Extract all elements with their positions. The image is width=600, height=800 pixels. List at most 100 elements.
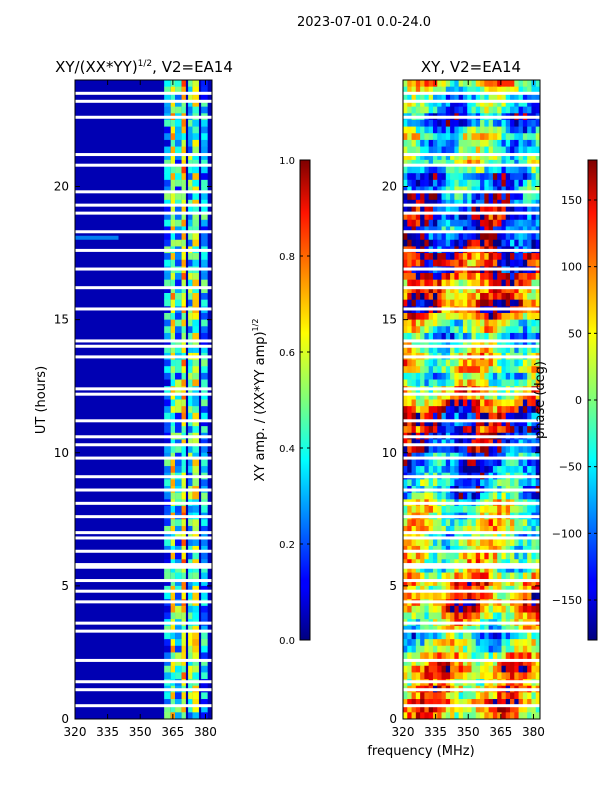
amplitude-cell: [188, 273, 193, 281]
phase-cell: [527, 346, 533, 354]
phase-cell: [424, 133, 430, 141]
phase-cell: [454, 253, 460, 261]
phase-cell: [420, 106, 426, 114]
phase-cell: [428, 466, 434, 474]
phase-cell: [467, 439, 473, 447]
y-tick-label: 20: [54, 180, 69, 194]
amplitude-flagged-row: [75, 153, 212, 157]
amplitude-cell: [170, 372, 176, 381]
phase-cell: [471, 479, 477, 487]
phase-cell: [471, 559, 477, 567]
phase-cell: [428, 213, 434, 221]
phase-cell: [445, 286, 451, 294]
phase-cell: [415, 605, 421, 613]
phase-cell: [501, 199, 507, 207]
phase-cell: [420, 699, 426, 707]
phase-cell: [501, 126, 507, 134]
phase-cell: [535, 519, 540, 527]
phase-cell: [462, 99, 468, 108]
phase-cell: [522, 406, 528, 414]
phase-cell: [407, 399, 413, 407]
phase-cell: [445, 712, 451, 719]
phase-cell: [450, 459, 455, 467]
phase-cell: [497, 319, 503, 327]
phase-cell: [411, 106, 417, 114]
phase-cell: [492, 253, 498, 261]
amplitude-cell: [164, 532, 171, 540]
phase-cell: [518, 359, 524, 367]
phase-cell: [527, 592, 533, 600]
phase-cell: [420, 206, 426, 214]
amplitude-cell: [164, 625, 171, 633]
phase-cell: [531, 539, 537, 547]
phase-cell: [518, 233, 524, 241]
phase-cell: [424, 712, 430, 719]
phase-cell: [407, 466, 413, 474]
phase-cell: [415, 459, 421, 467]
phase-cell: [480, 99, 485, 108]
phase-cell: [475, 93, 481, 101]
phase-cell: [411, 426, 417, 434]
phase-cell: [505, 326, 511, 334]
amplitude-cell: [170, 186, 176, 194]
phase-cell: [432, 632, 438, 640]
phase-cell: [497, 273, 503, 281]
phase-cell: [415, 399, 421, 407]
phase-cell: [437, 286, 443, 294]
phase-cell: [428, 419, 434, 427]
phase-cell: [462, 665, 468, 673]
phase-cell: [488, 332, 494, 341]
phase-cell: [531, 592, 537, 600]
phase-cell: [445, 639, 451, 647]
phase-cell: [492, 659, 498, 667]
phase-cell: [471, 366, 477, 374]
phase-cell: [527, 339, 533, 347]
phase-cell: [501, 293, 507, 301]
phase-cell: [445, 419, 451, 427]
phase-cell: [480, 612, 485, 620]
amplitude-cell: [164, 139, 171, 148]
phase-cell: [492, 293, 498, 301]
phase-cell: [403, 372, 408, 381]
phase-cell: [415, 572, 421, 580]
phase-cell: [450, 253, 455, 261]
phase-cell: [471, 572, 477, 580]
phase-cell: [480, 525, 485, 534]
amplitude-cell: [170, 506, 176, 514]
phase-cell: [510, 479, 515, 487]
phase-cell: [454, 86, 460, 94]
phase-cell: [441, 585, 447, 594]
phase-cell: [492, 213, 498, 221]
amplitude-cell: [201, 539, 208, 547]
phase-cell: [527, 106, 533, 114]
phase-cell: [403, 459, 408, 467]
phase-cell: [415, 326, 421, 334]
phase-cell: [467, 119, 473, 128]
phase-cell: [488, 286, 494, 294]
amplitude-title-tail: , V2=EA14: [152, 58, 233, 76]
phase-cell: [497, 299, 503, 307]
colorbar-tick-label: 150: [561, 194, 582, 207]
phase-cell: [407, 459, 413, 467]
phase-cell: [403, 106, 408, 114]
amplitude-cell: [170, 699, 176, 707]
amplitude-cell: [201, 565, 208, 574]
phase-cell: [437, 279, 443, 287]
phase-cell: [420, 80, 426, 88]
phase-cell: [471, 565, 477, 574]
amplitude-cell: [188, 692, 193, 700]
phase-cell: [445, 645, 451, 653]
phase-cell: [522, 672, 528, 680]
phase-cell: [454, 379, 460, 387]
y-tick-label: 0: [389, 712, 397, 726]
phase-cell: [471, 206, 477, 214]
phase-cell: [510, 645, 515, 653]
phase-cell: [407, 392, 413, 400]
phase-cell: [437, 665, 443, 673]
phase-cell: [501, 99, 507, 108]
amplitude-cell: [201, 639, 208, 647]
phase-cell: [445, 559, 451, 567]
amplitude-cell: [181, 286, 186, 294]
phase-cell: [492, 106, 498, 114]
amplitude-cell: [192, 206, 199, 214]
